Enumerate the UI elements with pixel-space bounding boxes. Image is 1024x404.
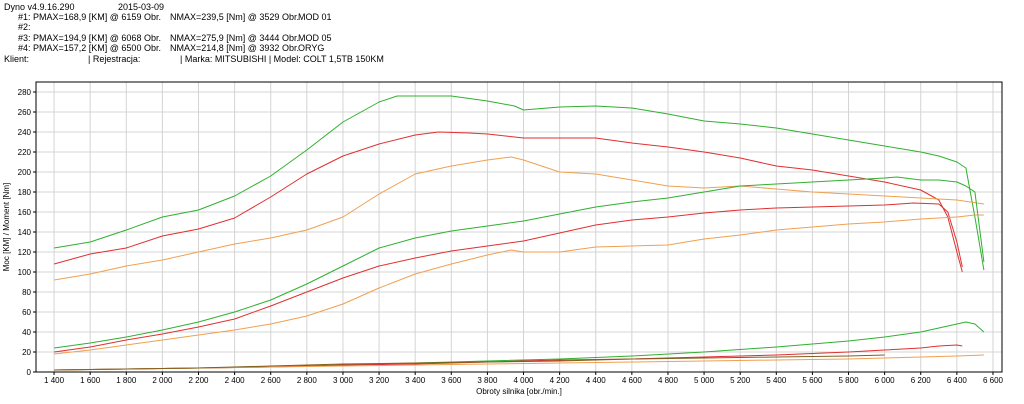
y-tick-label: 60 — [22, 308, 31, 317]
x-tick-label: 4 800 — [658, 376, 679, 385]
series-lines — [53, 95, 985, 371]
y-tick-label: 80 — [22, 288, 31, 297]
run-1-pmax: PMAX=168,9 [KM] @ 6159 Obr. — [33, 12, 161, 22]
x-axis-label: Obroty silnika [obr./min.] — [476, 387, 562, 396]
x-tick-label: 2 000 — [152, 376, 173, 385]
x-tick-label: 3 800 — [477, 376, 498, 385]
run-1-nmax: NMAX=239,5 [Nm] @ 3529 Obr. — [170, 12, 299, 22]
y-tick-label: 260 — [18, 108, 32, 117]
x-tick-label: 3 000 — [333, 376, 354, 385]
run-4-pmax: PMAX=157,2 [KM] @ 6500 Obr. — [33, 43, 161, 53]
x-tick-label: 6 200 — [911, 376, 932, 385]
x-tick-label: 6 400 — [947, 376, 968, 385]
y-tick-label: 280 — [18, 88, 32, 97]
x-tick-label: 3 600 — [441, 376, 462, 385]
x-tick-label: 1 400 — [44, 376, 65, 385]
x-tick-label: 5 000 — [694, 376, 715, 385]
x-tick-label: 1 600 — [80, 376, 101, 385]
x-tick-label: 4 600 — [622, 376, 643, 385]
series-mod05-torque — [54, 95, 985, 271]
y-tick-label: 220 — [18, 148, 32, 157]
x-tick-label: 4 000 — [513, 376, 534, 385]
x-tick-label: 5 800 — [839, 376, 860, 385]
x-tick-label: 1 800 — [116, 376, 137, 385]
x-tick-label: 3 400 — [405, 376, 426, 385]
run-4-id: #4: — [18, 43, 31, 53]
y-tick-label: 240 — [18, 128, 32, 137]
series-mod01-loss — [54, 344, 963, 371]
x-tick-label: 5 400 — [766, 376, 787, 385]
grid — [36, 82, 1002, 373]
x-tick-label: 2 600 — [261, 376, 282, 385]
y-tick-label: 100 — [18, 268, 32, 277]
x-tick-label: 2 200 — [188, 376, 209, 385]
x-tick-label: 6 600 — [983, 376, 1004, 385]
y-tick-label: 160 — [18, 208, 32, 217]
run-3-nmax: NMAX=275,9 [Nm] @ 3444 Obr. — [170, 33, 299, 43]
x-tick-label: 4 400 — [586, 376, 607, 385]
y-tick-label: 20 — [22, 348, 31, 357]
run-1-id: #1: — [18, 12, 31, 22]
app-version: Dyno v4.9.16.290 — [4, 2, 75, 12]
series-mod01-power — [54, 202, 963, 353]
y-tick-label: 120 — [18, 248, 32, 257]
y-tick-label: 180 — [18, 188, 32, 197]
x-tick-label: 5 200 — [730, 376, 751, 385]
y-tick-label: 140 — [18, 228, 32, 237]
series-oryg-torque — [54, 156, 984, 281]
x-tick-label: 3 200 — [369, 376, 390, 385]
y-tick-label: 200 — [18, 168, 32, 177]
x-tick-label: 5 600 — [802, 376, 823, 385]
registration-label: | Rejestracja: — [88, 54, 141, 64]
series-base-loss — [54, 354, 885, 371]
run-1-name: MOD 01 — [298, 12, 332, 22]
y-tick-label: 0 — [27, 368, 32, 377]
run-4-name: ORYG — [298, 43, 325, 53]
run-2-id: #2: — [18, 22, 31, 32]
run-4-nmax: NMAX=214,8 [Nm] @ 3932 Obr. — [170, 43, 299, 53]
y-tick-label: 40 — [22, 328, 31, 337]
series-mod01-torque — [53, 131, 963, 273]
x-tick-label: 2 400 — [225, 376, 246, 385]
run-3-pmax: PMAX=194,9 [KM] @ 6068 Obr. — [33, 33, 161, 43]
series-oryg-power — [54, 214, 984, 355]
x-tick-label: 2 800 — [297, 376, 318, 385]
client-label: Klient: — [4, 54, 30, 64]
x-tick-label: 6 000 — [875, 376, 896, 385]
axis-ticks: 0 20 40 60 80 100 120 140 160 180 200 220 240 260 280 1… — [18, 88, 1004, 385]
run-3-id: #3: — [18, 33, 31, 43]
series-mod05-power — [54, 176, 985, 349]
series-mod05-loss — [54, 321, 985, 371]
y-axis-label: Moc [KM] / Moment [Nm] — [2, 183, 11, 271]
make-model: | Marka: MITSUBISHI | Model: COLT 1,5TB … — [180, 54, 384, 64]
run-3-name: MOD 05 — [298, 33, 332, 43]
x-tick-label: 4 200 — [550, 376, 571, 385]
plot-frame — [35, 81, 1003, 373]
test-date: 2015-03-09 — [118, 2, 165, 12]
